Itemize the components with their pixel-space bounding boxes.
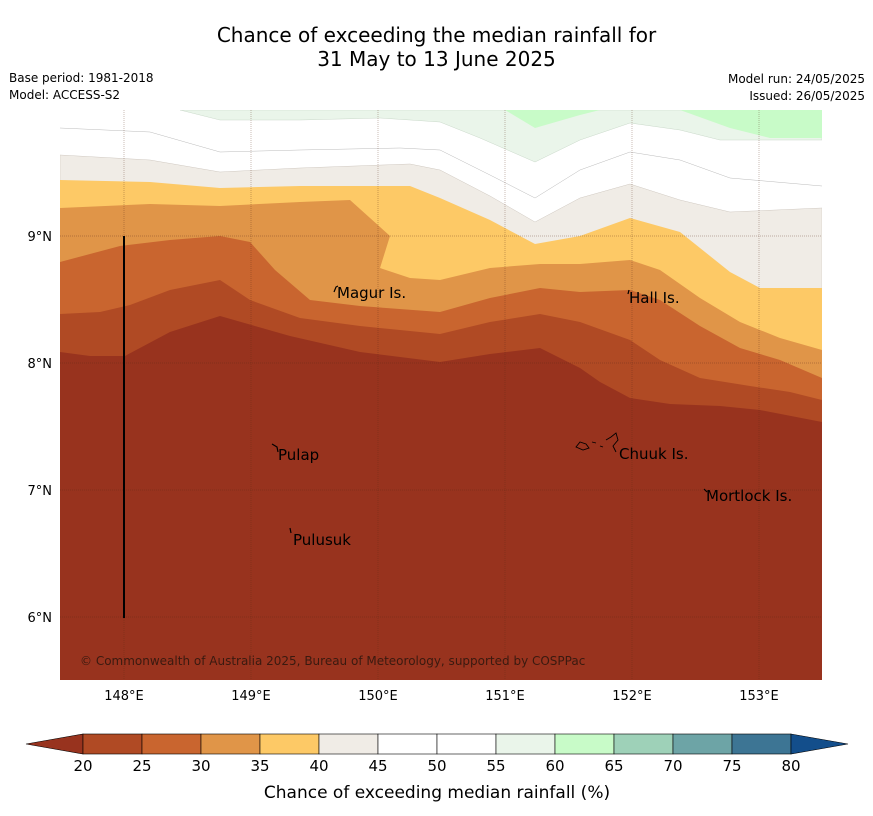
lon-tick: 153°E (739, 689, 779, 704)
lon-tick: 149°E (231, 689, 271, 704)
island-pulusuk (289, 527, 292, 534)
issued-label: Issued: 26/05/2025 (749, 89, 865, 103)
place-label-magur: Magur Is. (337, 284, 406, 302)
latitude-ticks: 9°N 8°N 7°N 6°N (28, 230, 53, 626)
colorbar-segment (200, 733, 261, 755)
lon-tick: 150°E (358, 689, 398, 704)
colorbar-tick-label: 50 (427, 757, 446, 775)
colorbar-tick-label: 75 (722, 757, 741, 775)
colorbar-tick-label: 65 (604, 757, 623, 775)
colorbar-segment (82, 733, 143, 755)
island-magur (333, 285, 339, 293)
longitude-ticks: 148°E 149°E 150°E 151°E 152°E 153°E (104, 689, 779, 704)
colorbar-under-triangle (25, 733, 84, 755)
place-label-pulusuk: Pulusuk (293, 531, 351, 549)
colorbar-segment (318, 733, 379, 755)
lat-tick: 8°N (28, 357, 53, 372)
colorbar-segment (731, 733, 792, 755)
colorbar-tick-label: 70 (663, 757, 682, 775)
model-run-label: Model run: 24/05/2025 (727, 72, 865, 86)
contour-50 (60, 127, 822, 199)
colorbar-segment (259, 733, 320, 755)
colorbar-tick-label: 25 (132, 757, 151, 775)
colorbar-segment (377, 733, 438, 755)
colorbar-segments (82, 733, 792, 755)
place-label-pulap: Pulap (278, 446, 319, 464)
lon-tick: 151°E (485, 689, 525, 704)
lat-tick: 7°N (28, 484, 53, 499)
colorbar-tick-label: 60 (545, 757, 564, 775)
lon-tick: 148°E (104, 689, 144, 704)
lat-tick: 6°N (28, 611, 53, 626)
band-60-65-east (680, 110, 822, 138)
band-under-20 (60, 316, 822, 680)
colorbar-tick-label: 30 (191, 757, 210, 775)
band-60-65 (505, 110, 600, 128)
island-hall (627, 289, 630, 295)
colorbar-segment (613, 733, 674, 755)
island-chuuk (575, 432, 619, 453)
colorbar-tick-label: 55 (486, 757, 505, 775)
colorbar-tick-label: 45 (368, 757, 387, 775)
island-mortlock (703, 488, 708, 493)
colorbar-segment (672, 733, 733, 755)
colorbar-tick-label: 20 (73, 757, 92, 775)
colorbar-tick-label: 40 (309, 757, 328, 775)
colorbar-segment (141, 733, 202, 755)
place-label-hall: Hall Is. (629, 289, 680, 307)
lat-tick: 9°N (28, 230, 53, 245)
map-title-line-2: 31 May to 13 June 2025 (317, 47, 556, 71)
base-period-label: Base period: 1981-2018 (9, 71, 154, 85)
colorbar-labels: 20 25 30 35 40 45 50 55 60 65 70 75 80 (73, 757, 800, 775)
colorbar-segment (495, 733, 556, 755)
colorbar-segment (554, 733, 615, 755)
colorbar-over-triangle (790, 733, 849, 755)
island-marks (271, 285, 708, 534)
map-plot-area: Magur Is. Hall Is. Pulap Chuuk Is. Mortl… (60, 110, 822, 680)
place-label-chuuk: Chuuk Is. (619, 445, 688, 463)
model-label: Model: ACCESS-S2 (9, 88, 121, 102)
colorbar: 20 25 30 35 40 45 50 55 60 65 70 75 80 Chance of exc… (25, 733, 849, 803)
colorbar-tick-label: 35 (250, 757, 269, 775)
map-title-line-1: Chance of exceeding the median rainfall … (216, 23, 657, 47)
lon-tick: 152°E (612, 689, 652, 704)
colorbar-tick-label: 80 (781, 757, 800, 775)
colorbar-segment (436, 733, 497, 755)
copyright-notice: © Commonwealth of Australia 2025, Bureau… (80, 654, 585, 668)
island-pulap (271, 443, 279, 453)
place-label-mortlock: Mortlock Is. (706, 487, 792, 505)
band-55-60 (179, 110, 822, 163)
colorbar-title: Chance of exceeding median rainfall (%) (264, 783, 610, 803)
